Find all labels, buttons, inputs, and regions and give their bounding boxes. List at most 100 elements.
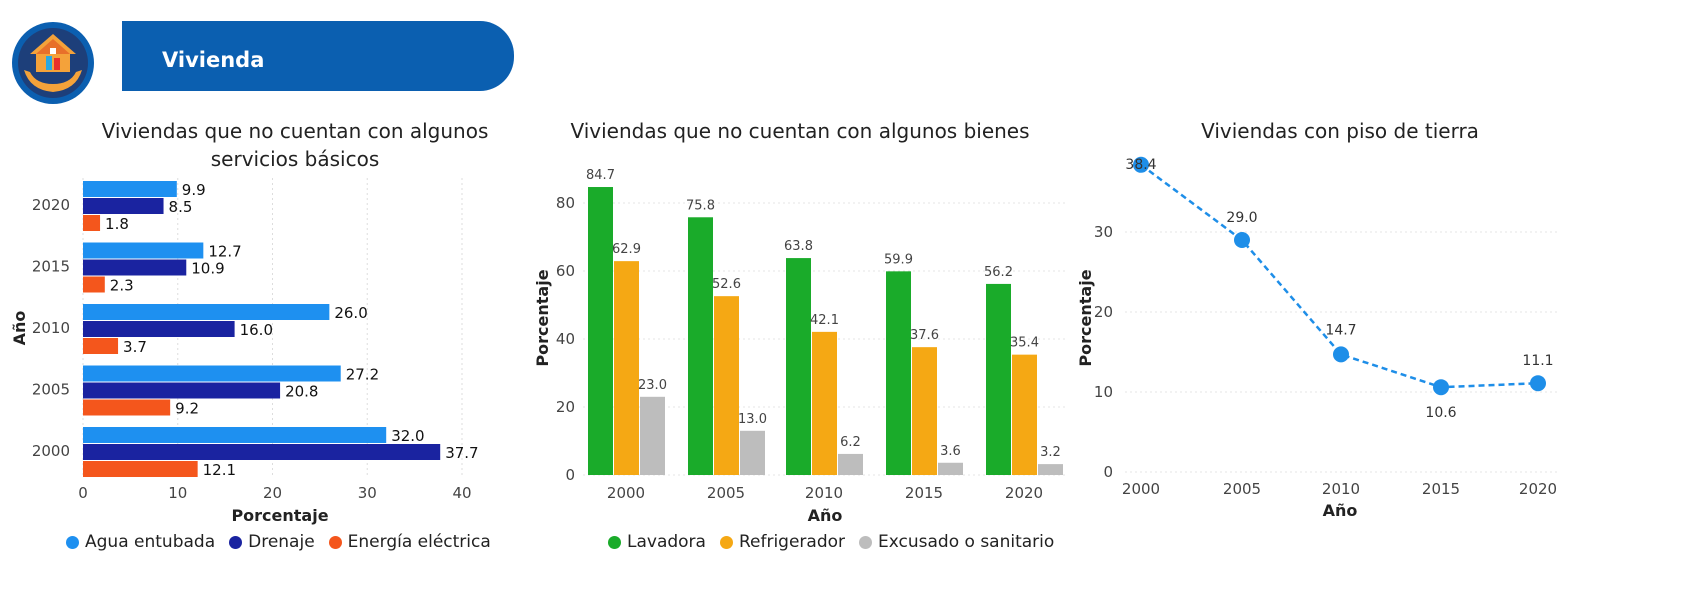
legend-item-excusado: Excusado o sanitario [859, 532, 1054, 552]
bar [83, 198, 164, 214]
page-title: Vivienda [162, 48, 265, 72]
bar [938, 462, 963, 475]
data-label: 14.7 [1325, 322, 1356, 338]
data-label: 56.2 [984, 265, 1013, 280]
data-label: 9.2 [175, 400, 199, 418]
bar [714, 296, 739, 475]
x-tick-label: 10 [168, 484, 187, 502]
x-tick-label: 2005 [707, 484, 745, 502]
y-tick-label: 2010 [32, 319, 70, 337]
y-tick-label: 0 [1103, 463, 1113, 481]
bar [83, 242, 204, 259]
chart-piso-plot: 38.4 29.0 14.7 10.6 11.1 0 10 20 30 2000 2005 2010 2… [1076, 156, 1560, 520]
legend-label-energia: Energía eléctrica [347, 532, 491, 552]
data-label: 37.6 [910, 328, 939, 343]
x-tick-label: 20 [263, 484, 282, 502]
y-tick-label: 30 [1094, 223, 1113, 241]
bar [1012, 354, 1037, 475]
bar [83, 461, 198, 477]
data-label: 63.8 [784, 239, 813, 254]
y-tick-label: 2005 [32, 381, 70, 399]
legend-item-agua: Agua entubada [66, 532, 215, 552]
data-label: 9.9 [182, 181, 206, 199]
bar [83, 382, 281, 399]
header-banner [122, 21, 514, 91]
bar [886, 271, 911, 475]
bar [83, 321, 235, 337]
data-label: 10.9 [191, 260, 224, 278]
data-label: 42.1 [810, 313, 839, 328]
data-label: 2.3 [110, 277, 134, 295]
data-point [1433, 379, 1449, 396]
legend-item-drenaje: Drenaje [229, 532, 315, 552]
data-label: 38.4 [1125, 157, 1156, 173]
y-tick-label: 0 [565, 466, 575, 484]
y-tick-label: 10 [1094, 383, 1113, 401]
y-tick-label: 2000 [32, 442, 70, 460]
y-tick-label: 2020 [32, 196, 70, 214]
x-axis-title: Año [808, 506, 843, 525]
legend-item-energia: Energía eléctrica [328, 532, 491, 552]
data-label: 32.0 [391, 427, 424, 445]
y-axis-title: Porcentaje [533, 269, 552, 366]
bar [83, 399, 171, 416]
data-point [1234, 232, 1250, 248]
legend-swatch-drenaje [229, 535, 243, 549]
chart-bienes-title: Viviendas que no cuentan con algunos bie… [570, 119, 1030, 143]
chart-servicios-title: Viviendas que no cuentan con algunos ser… [101, 119, 489, 171]
x-tick-label: 2000 [1122, 480, 1160, 498]
bar [786, 258, 811, 475]
data-label: 52.6 [712, 277, 741, 292]
chart-piso-title: Viviendas con piso de tierra [1201, 119, 1479, 143]
y-tick-label: 20 [556, 398, 575, 416]
data-label: 12.7 [208, 243, 241, 261]
bar [912, 347, 937, 475]
legend-swatch-agua [66, 535, 79, 549]
data-label: 11.1 [1522, 353, 1553, 369]
bar [83, 181, 177, 197]
data-label: 8.5 [169, 198, 193, 216]
data-label: 6.2 [840, 435, 861, 450]
data-label: 20.8 [285, 383, 318, 401]
data-label: 10.6 [1425, 405, 1456, 421]
data-label: 35.4 [1010, 336, 1039, 351]
bar [640, 396, 665, 475]
data-label: 26.0 [334, 304, 367, 322]
data-label: 27.2 [346, 366, 379, 384]
chart-servicios-legend: Agua entubada Drenaje Energía eléctrica [66, 532, 491, 552]
bar [614, 261, 639, 475]
legend-swatch-excusado [859, 535, 873, 549]
data-label: 1.8 [105, 215, 129, 233]
data-label: 23.0 [638, 378, 667, 393]
data-point [1530, 375, 1546, 392]
legend-item-refrigerador: Refrigerador [719, 532, 846, 552]
y-tick-label: 20 [1094, 303, 1113, 321]
data-point [1133, 156, 1149, 173]
legend-label-refrigerador: Refrigerador [738, 532, 846, 552]
x-axis-title: Año [1323, 501, 1358, 520]
data-label: 84.7 [586, 168, 615, 183]
data-label: 13.0 [738, 412, 767, 427]
x-tick-label: 2005 [1223, 480, 1261, 498]
data-label: 62.9 [612, 242, 641, 257]
bar [588, 187, 613, 475]
legend-item-lavadora: Lavadora [608, 532, 706, 552]
x-tick-label: 2015 [1422, 480, 1460, 498]
y-axis-title: Año [10, 311, 29, 346]
legend-label-lavadora: Lavadora [627, 532, 706, 552]
legend-swatch-refrigerador [719, 535, 733, 549]
x-tick-label: 30 [358, 484, 377, 502]
house-hands-icon [12, 22, 94, 104]
x-axis-title: Porcentaje [231, 506, 328, 525]
legend-swatch-energia [328, 535, 342, 549]
chart-bienes-plot: 84.7 62.9 23.0 75.8 52.6 13.0 63.8 42.1 6.2 59.9 3… [533, 168, 1065, 525]
data-label: 16.0 [240, 321, 273, 339]
chart-servicios-plot: 9.98.5 1.8 12.710.9 2.3 26.0 16.0 3.7 27.2 20.8 9… [10, 178, 479, 525]
legend-swatch-lavadora [608, 535, 621, 549]
data-label: 75.8 [686, 198, 715, 213]
bar [1038, 464, 1063, 475]
legend-label-excusado: Excusado o sanitario [878, 532, 1055, 552]
bar [688, 217, 713, 475]
data-label: 29.0 [1226, 210, 1257, 226]
bar [812, 331, 837, 475]
